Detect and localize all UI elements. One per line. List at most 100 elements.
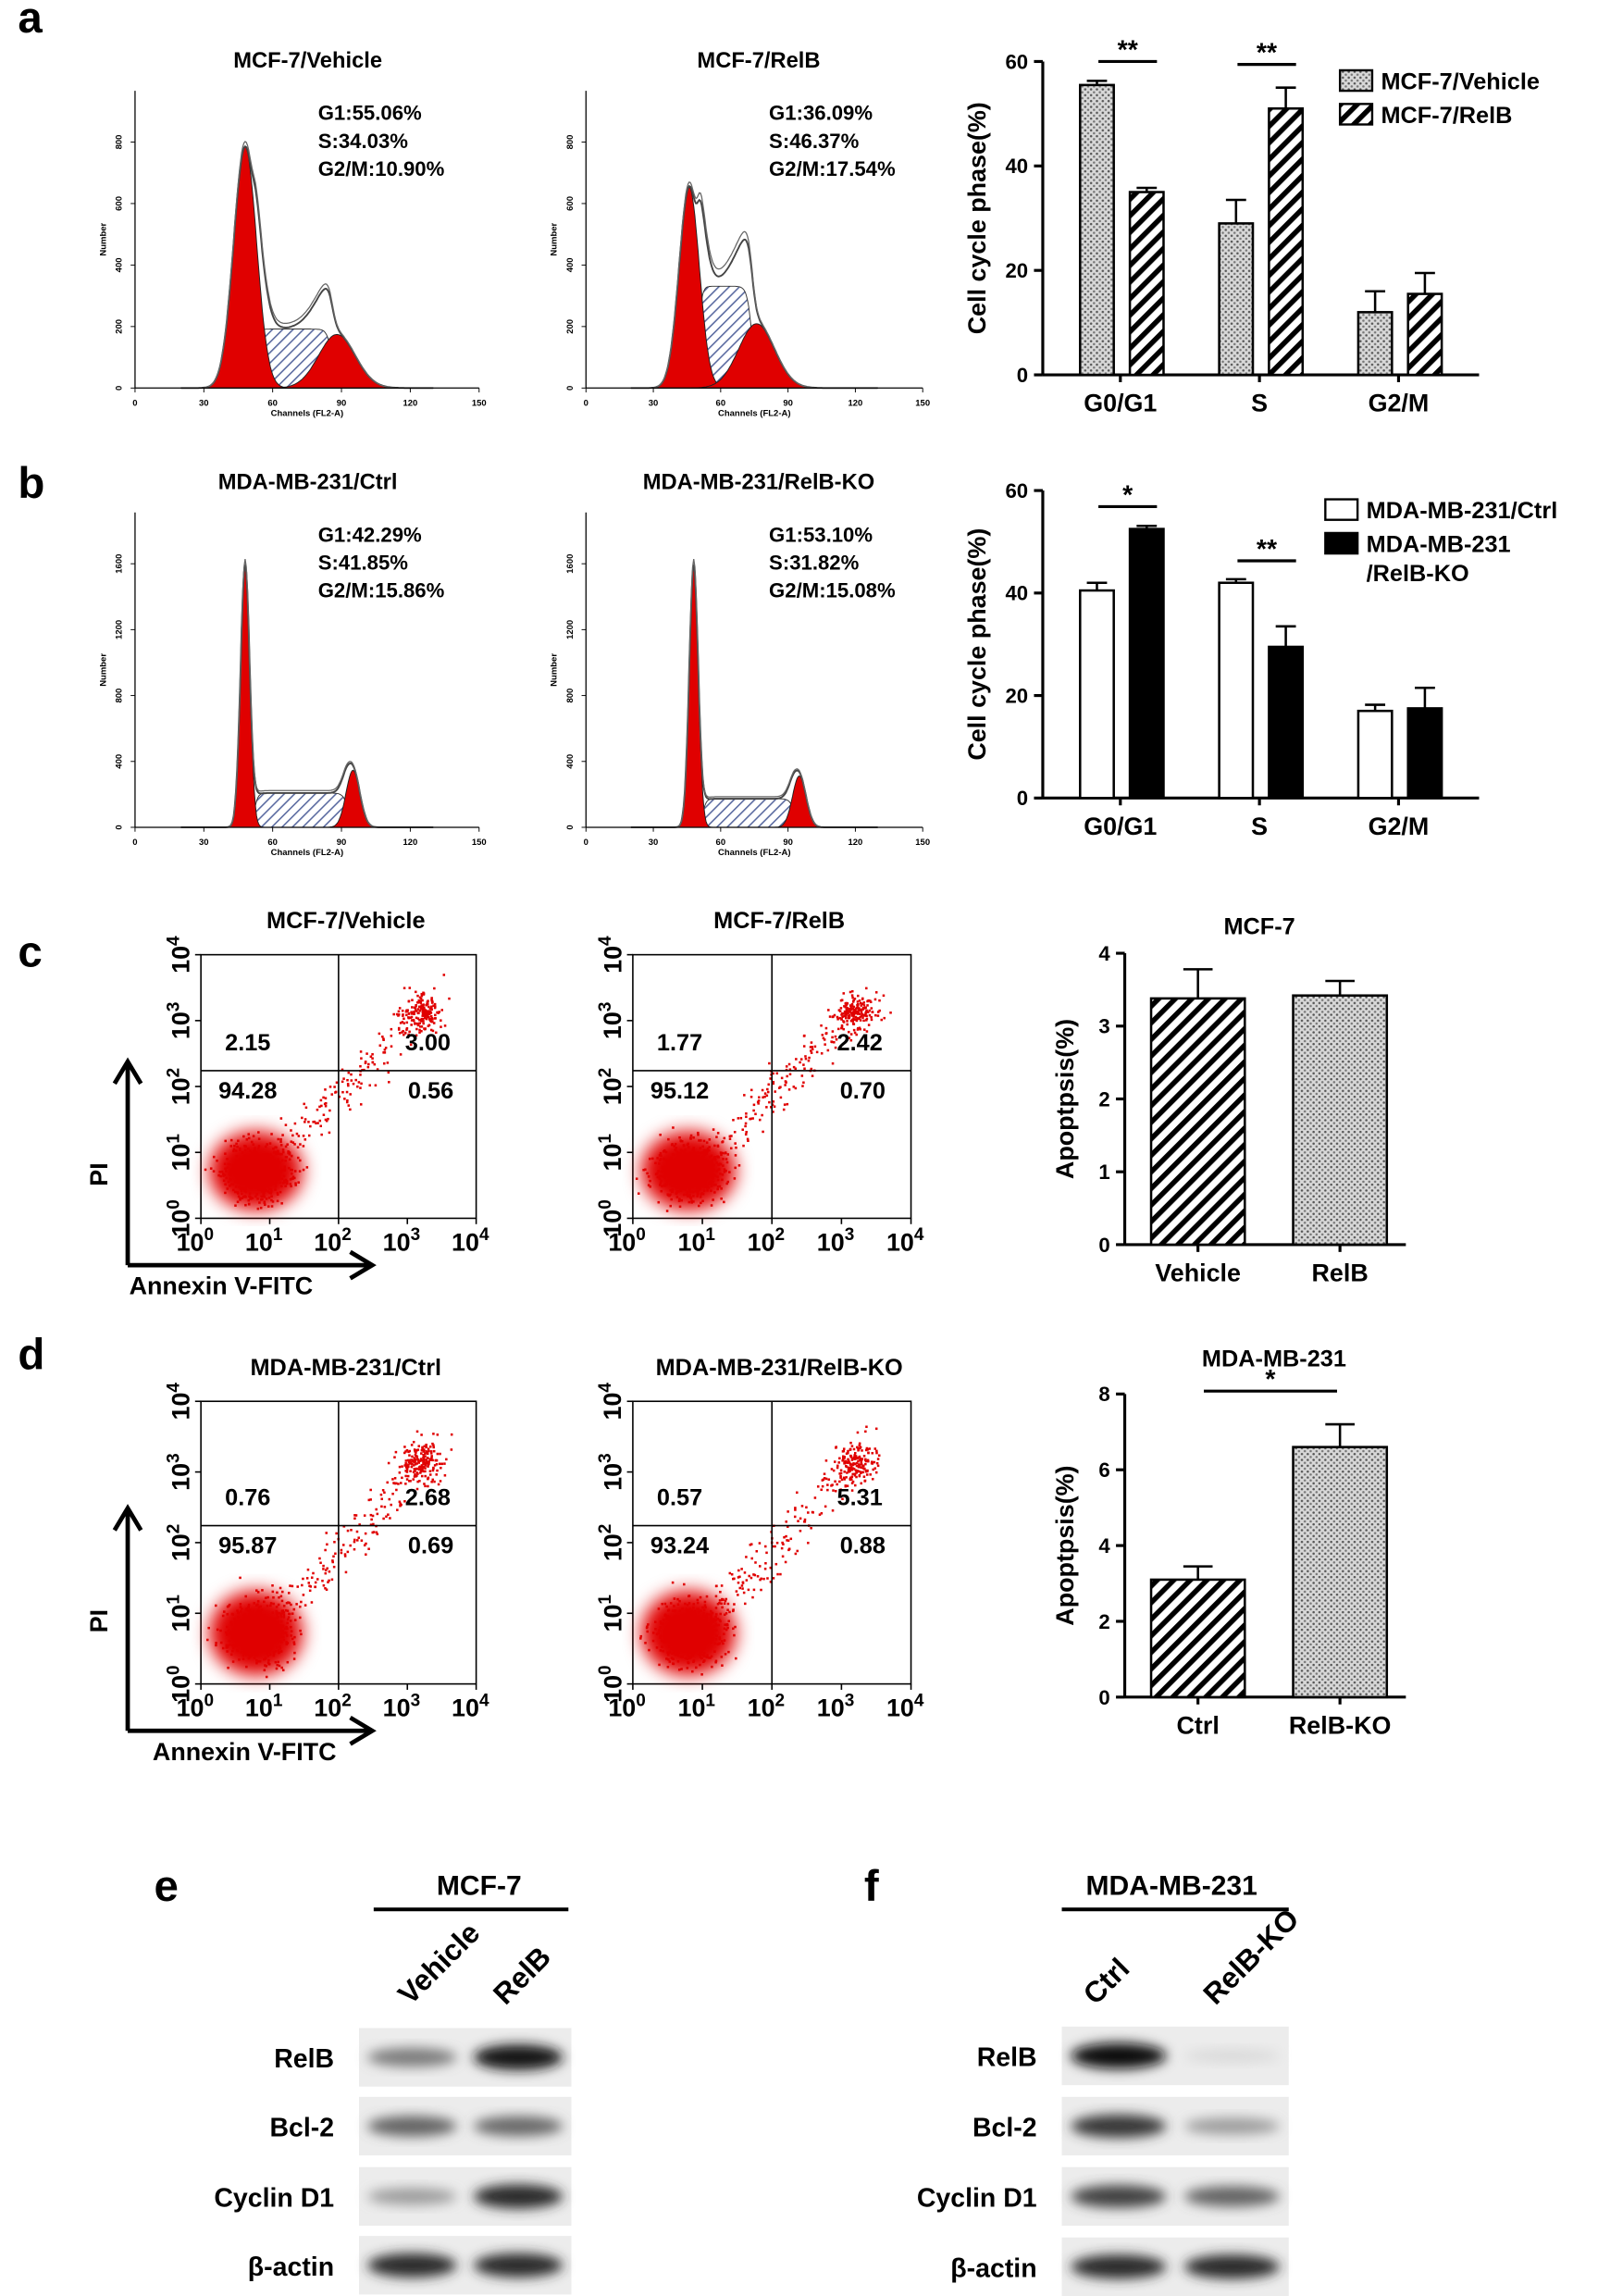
dot (437, 1433, 440, 1436)
dot (672, 1582, 675, 1584)
dot (697, 1602, 700, 1605)
dot (695, 1190, 698, 1193)
x-tick-label: 90 (337, 838, 347, 848)
dot (705, 1165, 708, 1168)
stat-label: S:31.82% (769, 552, 860, 575)
dot (247, 1634, 250, 1637)
x-tick-label: 104 (886, 1225, 924, 1256)
dot (419, 1025, 422, 1028)
dot (676, 1174, 679, 1177)
dot (331, 1579, 334, 1582)
blot-band (367, 2253, 456, 2277)
dot (285, 1643, 288, 1645)
dot (843, 1462, 846, 1465)
dot (703, 1178, 706, 1181)
dot (811, 1046, 813, 1049)
dot (836, 1467, 839, 1470)
error-bar (1415, 273, 1435, 294)
x-tick-label: 101 (678, 1691, 716, 1721)
dot (700, 1637, 703, 1640)
dot (719, 1613, 722, 1616)
dot (695, 1648, 698, 1651)
dot (724, 1614, 726, 1617)
dot (698, 1611, 700, 1614)
dot (855, 1012, 858, 1015)
stat-label: G2/M:17.54% (769, 157, 896, 180)
dot (250, 1620, 253, 1623)
dot (261, 1634, 264, 1637)
bar (1080, 590, 1113, 798)
dot (440, 1009, 443, 1011)
dot (341, 1552, 343, 1555)
dot (416, 995, 419, 998)
y-tick-label: 104 (164, 936, 194, 974)
dot (318, 1558, 321, 1560)
x-tick-label: 60 (716, 838, 726, 848)
dot (671, 1191, 674, 1194)
dot (814, 1496, 817, 1499)
dot (251, 1184, 254, 1186)
dot (231, 1650, 234, 1653)
dot (767, 1084, 770, 1086)
tick-exponent: 1 (164, 1134, 183, 1144)
dot (360, 1050, 363, 1053)
tick-base: 10 (599, 1393, 626, 1421)
dot (714, 1616, 717, 1619)
dot (802, 1082, 805, 1085)
dot (832, 1509, 835, 1512)
legend-label: MCF-7/Vehicle (1381, 69, 1540, 95)
dot (764, 1092, 767, 1095)
dot (311, 1601, 314, 1604)
dot (712, 1632, 714, 1634)
x-tick-label: 0 (584, 398, 588, 408)
dot (703, 1615, 706, 1618)
dot (711, 1627, 713, 1630)
dot (734, 1167, 737, 1170)
dot (846, 1024, 849, 1026)
dot (279, 1191, 282, 1194)
dot (234, 1204, 237, 1207)
dot (289, 1159, 291, 1161)
dot (711, 1162, 713, 1165)
dot (721, 1584, 724, 1587)
dot (273, 1626, 276, 1629)
dot (691, 1168, 694, 1171)
dot (325, 1097, 328, 1099)
tick-base: 10 (748, 1228, 775, 1256)
dot (306, 1166, 309, 1169)
dot (259, 1632, 262, 1634)
dot (285, 1146, 288, 1148)
dot (679, 1206, 682, 1209)
dot (418, 1019, 421, 1022)
dot (351, 1079, 353, 1082)
dot (232, 1166, 235, 1169)
dot (439, 1453, 441, 1456)
dot (243, 1165, 246, 1168)
dot (851, 1458, 854, 1460)
dot (390, 1028, 393, 1031)
dot (851, 1469, 854, 1471)
dot (687, 1604, 689, 1607)
dot (347, 1530, 350, 1533)
dot (687, 1185, 689, 1188)
dot (279, 1138, 282, 1141)
dot (675, 1649, 678, 1652)
dot (259, 1611, 262, 1614)
dot (845, 1008, 848, 1011)
dot (652, 1640, 655, 1643)
y-tick-label: 20 (1005, 684, 1028, 707)
blot-band (474, 2253, 563, 2277)
blot-band (474, 2044, 563, 2070)
significance-label: ** (1257, 535, 1278, 565)
plot-title: MDA-MB-231/RelB-KO (643, 470, 874, 494)
dot (716, 1175, 719, 1178)
tick-exponent: 4 (479, 1225, 489, 1245)
dot (385, 1047, 388, 1049)
dot (354, 1079, 357, 1082)
tick-base: 10 (452, 1694, 479, 1721)
tick-exponent: 4 (914, 1225, 924, 1245)
dot (249, 1608, 252, 1611)
dot (277, 1192, 279, 1195)
dot (811, 1041, 813, 1044)
y-tick-label: 4 (1098, 942, 1110, 965)
